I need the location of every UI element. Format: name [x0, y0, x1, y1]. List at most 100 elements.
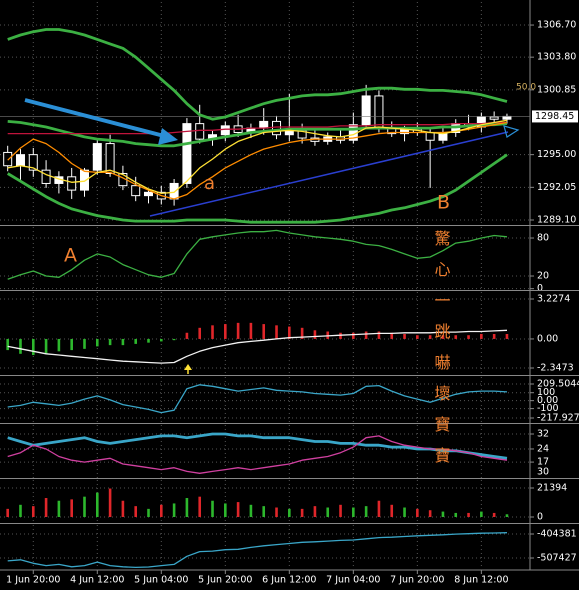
series-line [6, 153, 508, 224]
candle-body [425, 131, 435, 141]
last-price-label: 1298.45 [535, 111, 574, 122]
bar [300, 508, 304, 518]
bar [262, 506, 266, 518]
bar [57, 500, 61, 518]
bar [134, 506, 138, 518]
bar [339, 332, 342, 339]
series-line [7, 119, 508, 195]
candle-body [67, 176, 77, 191]
candle-body [195, 123, 205, 140]
bar [454, 335, 458, 339]
y-tick-label: -404381 [537, 528, 577, 539]
bar [70, 499, 73, 518]
x-tick-label: 5 Jun 20:00 [198, 575, 252, 586]
y-tick-label: -507427 [537, 552, 577, 563]
bar [249, 504, 253, 518]
candle-body [259, 120, 269, 129]
trend-arrow-head [158, 128, 178, 145]
bar [44, 338, 48, 354]
bar [6, 508, 9, 518]
y-tick-label: 0 [537, 512, 543, 523]
bar [364, 506, 368, 518]
x-tick-label: 6 Jun 12:00 [262, 575, 316, 586]
x-tick-label: 1 Jun 20:00 [6, 575, 60, 586]
bar [172, 338, 176, 341]
y-tick-label: 1292.05 [537, 182, 576, 193]
bar [134, 338, 138, 344]
bar [108, 338, 112, 346]
bar [313, 330, 317, 339]
bar [492, 512, 496, 518]
y-tick-label: 209.5044 [537, 378, 579, 389]
bar [492, 333, 496, 339]
bar [19, 338, 22, 354]
y-tick-label: 17 [537, 457, 549, 468]
y-tick-label: -2.3473 [537, 362, 574, 373]
series-line [7, 229, 508, 280]
bar [108, 488, 112, 518]
candle-body [502, 115, 512, 120]
x-tick-label: 7 Jun 20:00 [390, 575, 444, 586]
series-line [7, 28, 508, 121]
level-label: 30 [537, 467, 549, 478]
bar [19, 504, 22, 518]
bar [236, 502, 240, 518]
series-line [7, 121, 507, 135]
bar [198, 327, 202, 339]
annotation: A [64, 245, 77, 267]
bar [95, 492, 99, 518]
y-tick-label: 1295.00 [537, 149, 576, 160]
bar [147, 338, 150, 343]
series-line [7, 432, 508, 460]
candle-body [220, 125, 230, 136]
y-tick-label: 80 [537, 233, 549, 244]
annotation: a [204, 173, 215, 194]
bar [339, 504, 342, 518]
bar [416, 508, 419, 518]
bar [454, 512, 458, 518]
bar [211, 500, 214, 518]
x-tick-label: 4 Jun 12:00 [70, 575, 124, 586]
candle-body [79, 169, 89, 191]
bar [288, 326, 291, 339]
signal-arrow [184, 364, 192, 370]
y-tick-label: 0.00 [537, 395, 558, 406]
bar [121, 500, 125, 518]
candle-body [105, 143, 115, 174]
bar [364, 331, 368, 339]
y-tick-label: 3.2274 [537, 294, 570, 305]
bar [403, 333, 406, 339]
bar [198, 496, 202, 518]
bar [377, 331, 381, 339]
trend-line [149, 131, 509, 217]
candle-body [3, 151, 13, 167]
series-line [7, 120, 508, 148]
bar [326, 507, 330, 518]
bar [95, 338, 99, 347]
y-tick-label: 100 [537, 387, 555, 398]
bar [262, 324, 266, 339]
trend-arrow [24, 98, 169, 139]
y-tick-label: 20 [537, 271, 549, 282]
annotation: B [437, 192, 450, 214]
candle-body [182, 123, 192, 184]
candle-body [41, 169, 51, 184]
y-tick-label: -217.9279 [537, 412, 579, 423]
y-tick-label: 1303.80 [537, 52, 576, 63]
candle-body [92, 143, 102, 171]
bar [44, 498, 48, 518]
bar [416, 335, 419, 339]
bar [313, 506, 317, 518]
y-tick-label: 0 [537, 283, 543, 294]
candle-body [374, 95, 384, 129]
bar [390, 332, 394, 339]
bar [441, 335, 445, 339]
candle-body [131, 185, 141, 197]
bar [211, 325, 214, 339]
bar [160, 504, 163, 518]
series-line [7, 329, 508, 364]
y-tick-label: 1289.10 [537, 215, 576, 226]
